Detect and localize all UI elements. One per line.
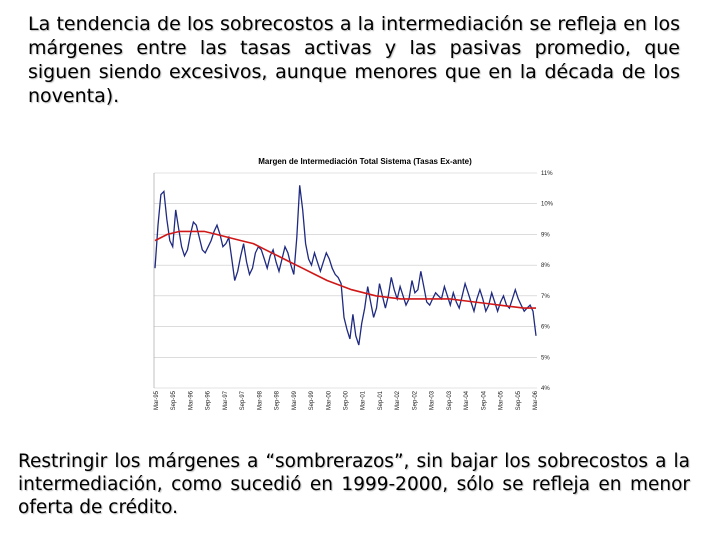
y-tick-label: 8% [541, 263, 550, 269]
x-axis-ticks: Mar-95 Sep-95 Mar-96 Sep-96 Mar-97 Sep-97 Mar-… [154, 390, 539, 410]
y-axis-ticks: 4% 5% 6% 7% 8% 9% 10% 11% [541, 171, 554, 392]
intro-paragraph: La tendencia de los sobrecostos a la int… [28, 13, 680, 107]
x-tick-label: Sep-98 [275, 390, 281, 410]
chart-grid [153, 172, 537, 389]
y-tick-label: 7% [541, 294, 550, 300]
x-tick-label: Mar-00 [326, 390, 332, 410]
x-tick-label: Mar-02 [395, 390, 401, 410]
x-tick-label: Mar-97 [223, 390, 229, 410]
y-tick-label: 4% [541, 386, 550, 392]
x-tick-label: Mar-05 [499, 390, 505, 410]
y-tick-label: 11% [541, 171, 553, 177]
x-tick-label: Sep-05 [516, 390, 522, 410]
x-tick-label: Mar-06 [533, 390, 539, 410]
x-tick-label: Mar-96 [188, 390, 194, 410]
x-tick-label: Mar-03 [430, 390, 436, 410]
y-tick-label: 6% [541, 325, 550, 331]
x-tick-label: Mar-98 [257, 390, 263, 410]
chart-title: Margen de Intermediación Total Sistema (… [258, 157, 472, 166]
x-tick-label: Sep-99 [309, 390, 315, 410]
x-tick-label: Sep-01 [378, 390, 384, 410]
x-tick-label: Sep-97 [240, 390, 246, 410]
x-tick-label: Sep-04 [481, 390, 487, 410]
x-tick-label: Sep-00 [344, 390, 350, 410]
x-tick-label: Sep-02 [412, 390, 418, 410]
x-tick-label: Mar-95 [154, 390, 160, 410]
trend-series-line [154, 230, 536, 309]
margin-series-line [154, 185, 537, 346]
x-tick-label: Mar-99 [292, 390, 298, 410]
conclusion-paragraph: Restringir los márgenes a “sombrerazos”,… [18, 451, 690, 518]
x-tick-label: Mar-01 [361, 390, 367, 410]
y-tick-label: 9% [541, 232, 550, 238]
x-tick-label: Sep-96 [206, 390, 212, 410]
x-tick-label: Mar-04 [464, 390, 470, 410]
x-tick-label: Sep-95 [171, 390, 177, 410]
y-tick-label: 5% [541, 355, 550, 361]
margin-chart: Margen de Intermediación Total Sistema (… [153, 157, 554, 410]
y-tick-label: 10% [541, 202, 554, 208]
x-tick-label: Sep-03 [447, 390, 453, 410]
